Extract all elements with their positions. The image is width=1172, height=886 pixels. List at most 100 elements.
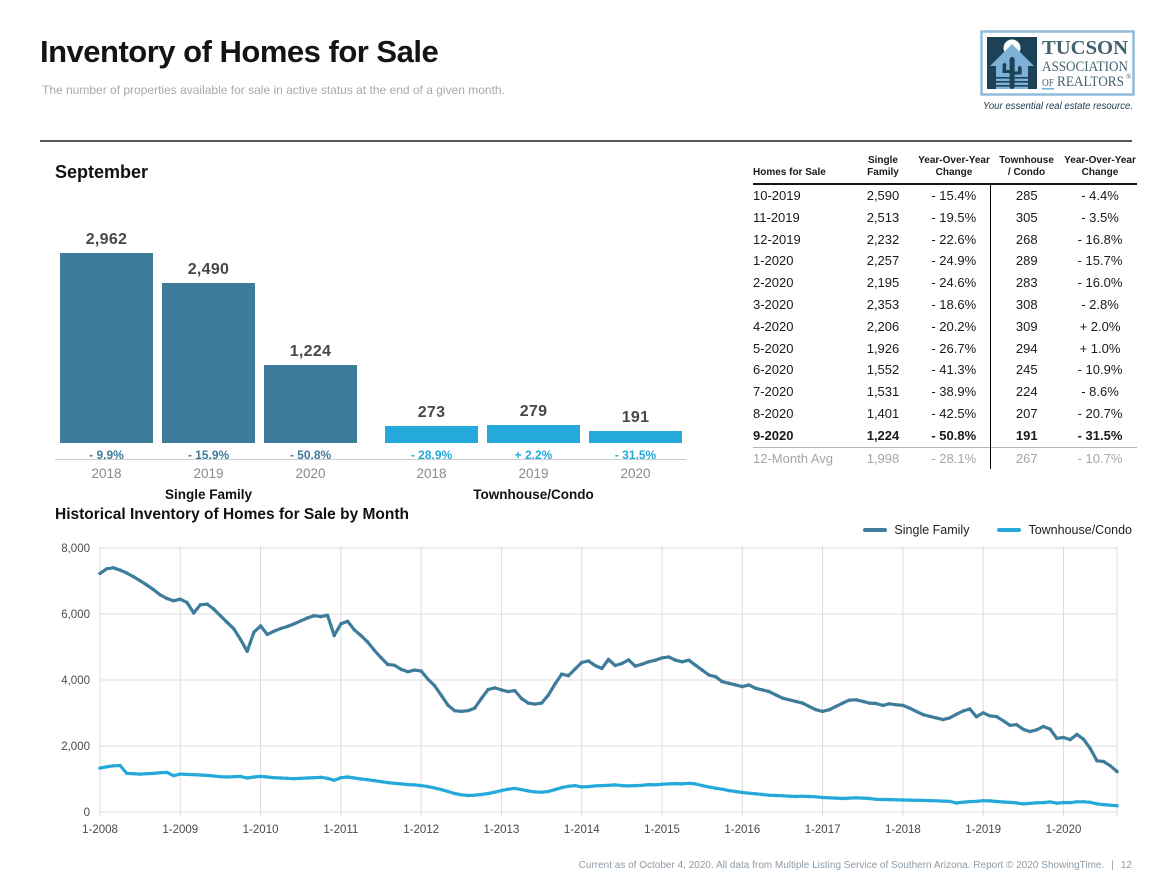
table-row: 3-2020 2,353 - 18.6% 308 - 2.8% bbox=[753, 293, 1137, 316]
table-cell: 1,401 bbox=[866, 405, 900, 421]
logo-house-icon bbox=[987, 37, 1037, 89]
yoy-change-label: + 2.2% bbox=[514, 448, 553, 462]
table-cell: 294 bbox=[1015, 340, 1038, 356]
x-axis-tick-label: 1-2019 bbox=[965, 824, 1001, 836]
legend-swatch-icon bbox=[997, 528, 1022, 532]
table-row: 11-2019 2,513 - 19.5% 305 - 3.5% bbox=[753, 206, 1137, 229]
y-axis-tick-label: 8,000 bbox=[61, 543, 90, 555]
bar-group-townhouse-condo: 273 279 191 - 28.9% + 2.2% - 31.5% 2018 2019 202… bbox=[385, 237, 682, 512]
year-label: 2018 bbox=[91, 466, 122, 481]
table-cell: 1-2020 bbox=[753, 253, 794, 269]
year-label: 2020 bbox=[295, 466, 326, 481]
table-header-cell: Townhouse / Condo bbox=[990, 155, 1063, 185]
table-cell: 283 bbox=[1015, 275, 1038, 291]
table-cell: 2,195 bbox=[866, 275, 900, 291]
inventory-bar bbox=[264, 364, 357, 443]
year-row: 2018 2019 2020 bbox=[60, 466, 357, 481]
bar-column-2019: 2,490 bbox=[162, 261, 255, 443]
y-axis-tick-label: 4,000 bbox=[61, 675, 90, 687]
september-heading: September bbox=[55, 162, 149, 182]
table-cell: - 26.7% bbox=[918, 337, 991, 360]
table-cell: - 24.6% bbox=[918, 272, 991, 294]
logo-registered-mark: ® bbox=[1126, 73, 1132, 81]
table-cell: 12-2019 bbox=[753, 231, 801, 247]
bar-column-2020: 191 bbox=[589, 409, 682, 443]
x-axis-tick-label: 1-2015 bbox=[644, 824, 680, 836]
x-axis-tick-label: 1-2017 bbox=[805, 824, 841, 836]
table-row: 5-2020 1,926 - 26.7% 294 + 1.0% bbox=[753, 337, 1137, 360]
year-label: 2020 bbox=[620, 466, 651, 481]
y-axis-tick-label: 2,000 bbox=[61, 741, 90, 753]
table-row: 8-2020 1,401 - 42.5% 207 - 20.7% bbox=[753, 402, 1137, 425]
table-cell: - 16.8% bbox=[1077, 231, 1123, 247]
table-cell: 4-2020 bbox=[753, 318, 794, 334]
y-axis-tick-label: 0 bbox=[84, 807, 90, 819]
inventory-bar bbox=[60, 253, 153, 443]
bar-value-label: 2,490 bbox=[187, 261, 230, 279]
table-cell: 268 bbox=[1015, 231, 1038, 247]
table-cell: 2,353 bbox=[866, 296, 900, 312]
table-cell: 267 bbox=[990, 446, 1063, 470]
bar-value-label: 1,224 bbox=[289, 342, 332, 360]
table-cell: - 28.1% bbox=[918, 446, 991, 470]
historical-chart-title: Historical Inventory of Homes for Sale b… bbox=[55, 506, 409, 523]
table-cell: 8-2020 bbox=[753, 405, 794, 421]
legend-item-single-family: Single Family bbox=[863, 523, 969, 537]
table-cell: - 38.9% bbox=[918, 381, 991, 403]
table-cell: 3-2020 bbox=[753, 296, 794, 312]
table-header-cell: Homes for Sale bbox=[753, 155, 848, 185]
chart-gridlines bbox=[99, 546, 1118, 816]
table-cell: 308 bbox=[1015, 296, 1038, 312]
table-avg-row: 12-Month Avg 1,998- 28.1% 267- 10.7% bbox=[753, 446, 1137, 470]
yoy-change-label: - 28.9% bbox=[410, 448, 453, 462]
table-cell: - 41.3% bbox=[918, 359, 991, 382]
x-axis-tick-label: 1-2013 bbox=[484, 824, 520, 836]
bar-group-label: Townhouse/Condo bbox=[473, 487, 594, 502]
table-row: 1-2020 2,257 - 24.9% 289 - 15.7% bbox=[753, 250, 1137, 273]
table-cell: 289 bbox=[1015, 253, 1038, 269]
x-axis-tick-label: 1-2016 bbox=[724, 824, 760, 836]
table-cell: 305 bbox=[1015, 209, 1038, 225]
table-cell: 1,552 bbox=[866, 362, 900, 378]
bar-group-label: Single Family bbox=[164, 487, 253, 502]
year-label: 2018 bbox=[416, 466, 447, 481]
bar-column-2018: 2,962 bbox=[60, 231, 153, 443]
table-cell: 1,224 bbox=[866, 427, 900, 443]
x-axis-tick-label: 1-2010 bbox=[243, 824, 279, 836]
table-cell: 2,206 bbox=[866, 318, 900, 334]
header-divider bbox=[40, 140, 1132, 142]
cactus-icon bbox=[1002, 57, 1022, 89]
table-cell: - 4.4% bbox=[1081, 188, 1119, 203]
table-row: 12-2019 2,232 - 22.6% 268 - 16.8% bbox=[753, 228, 1137, 251]
inventory-bar bbox=[162, 283, 255, 443]
table-cell: 224 bbox=[1015, 384, 1038, 400]
yoy-change-label: - 9.9% bbox=[89, 448, 124, 462]
yoy-change-label: - 31.5% bbox=[614, 448, 657, 462]
table-cell: 245 bbox=[1015, 362, 1038, 378]
table-cell: 9-2020 bbox=[753, 427, 794, 443]
september-bar-chart: 2,962 2,490 1,224- 9.9% - 15.9% - 50.8% 2018 2… bbox=[60, 231, 685, 517]
table-cell: 5-2020 bbox=[753, 340, 794, 356]
table-cell: - 15.4% bbox=[918, 184, 991, 207]
table-cell: 11-2019 bbox=[753, 209, 800, 225]
table-header-cell: Year-Over-Year Change bbox=[918, 155, 990, 185]
table-cell: 285 bbox=[1015, 188, 1038, 203]
table-cell: - 24.9% bbox=[918, 250, 991, 273]
table-cell: 1,998 bbox=[848, 446, 918, 470]
table-row: 6-2020 1,552 - 41.3% 245 - 10.9% bbox=[753, 359, 1137, 382]
bar-group-single-family: 2,962 2,490 1,224- 9.9% - 15.9% - 50.8% 2018 2… bbox=[60, 231, 357, 512]
table-cell: - 20.7% bbox=[1077, 405, 1123, 421]
legend-item-townhouse-condo: Townhouse/Condo bbox=[997, 523, 1132, 537]
bar-chart-axis-line bbox=[55, 459, 686, 460]
bar-value-label: 273 bbox=[417, 403, 446, 421]
yoy-change-label: - 15.9% bbox=[187, 448, 230, 462]
table-row: 10-2019 2,590 - 15.4% 285 - 4.4% bbox=[753, 184, 1137, 207]
inventory-bar bbox=[487, 425, 580, 443]
bar-value-label: 2,962 bbox=[85, 231, 128, 248]
table-cell: 12-Month Avg bbox=[753, 446, 848, 470]
x-axis-tick-label: 1-2008 bbox=[82, 824, 118, 836]
logo-text-of: OF bbox=[1042, 78, 1054, 89]
table-cell: 2,232 bbox=[866, 231, 900, 247]
logo-text-realtors: REALTORS bbox=[1057, 74, 1124, 90]
